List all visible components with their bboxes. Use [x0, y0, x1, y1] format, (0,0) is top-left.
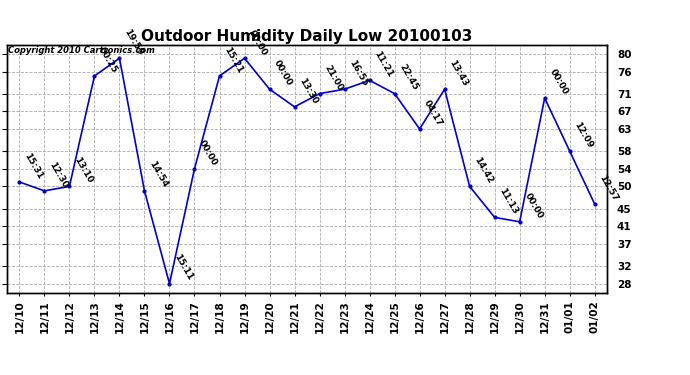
Text: 00:00: 00:00 [247, 28, 269, 57]
Text: 22:45: 22:45 [397, 63, 420, 92]
Text: 15:21: 15:21 [222, 45, 244, 75]
Text: 12:30: 12:30 [47, 160, 69, 189]
Text: 04:17: 04:17 [422, 98, 444, 128]
Text: 00:00: 00:00 [197, 138, 219, 167]
Text: 00:25: 00:25 [97, 45, 119, 75]
Text: 00:00: 00:00 [522, 192, 544, 220]
Title: Outdoor Humidity Daily Low 20100103: Outdoor Humidity Daily Low 20100103 [141, 29, 473, 44]
Text: 15:31: 15:31 [22, 152, 44, 181]
Text: 16:55: 16:55 [347, 58, 369, 88]
Text: 14:42: 14:42 [473, 156, 495, 185]
Text: 12:57: 12:57 [598, 173, 620, 203]
Text: 19:59: 19:59 [122, 27, 144, 57]
Text: 13:10: 13:10 [72, 156, 95, 185]
Text: 21:00: 21:00 [322, 63, 344, 92]
Text: 00:00: 00:00 [547, 68, 569, 97]
Text: 11:13: 11:13 [497, 187, 520, 216]
Text: 12:09: 12:09 [573, 120, 595, 150]
Text: 14:54: 14:54 [147, 160, 170, 189]
Text: Copyright 2010 Cartronics.com: Copyright 2010 Cartronics.com [8, 46, 155, 55]
Text: 11:21: 11:21 [373, 50, 395, 79]
Text: 00:00: 00:00 [273, 59, 294, 88]
Text: 13:30: 13:30 [297, 76, 319, 105]
Text: 13:43: 13:43 [447, 58, 470, 88]
Text: 15:11: 15:11 [172, 253, 195, 282]
